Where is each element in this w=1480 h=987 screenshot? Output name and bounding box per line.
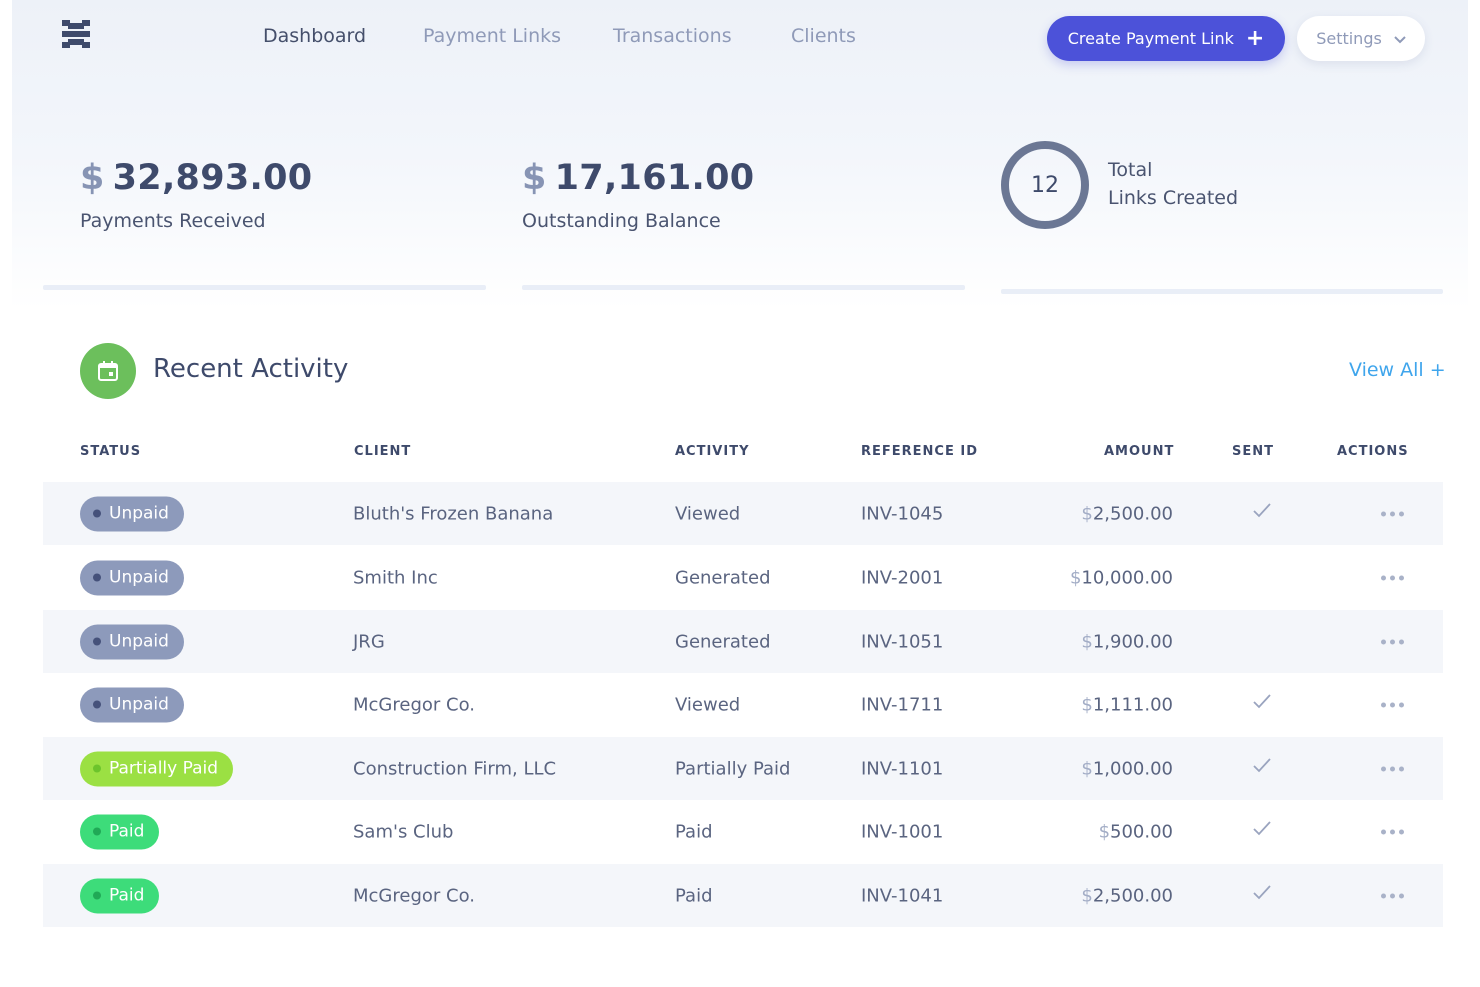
create-payment-link-label: Create Payment Link [1067,29,1234,48]
column-header-reference-id[interactable]: REFERENCE ID [861,444,978,459]
check-icon [1252,884,1272,904]
table-row[interactable]: Unpaid Bluth's Frozen Banana Viewed INV-… [43,482,1443,545]
more-dots-icon[interactable] [1381,575,1404,580]
column-header-amount[interactable]: AMOUNT [1104,444,1175,459]
view-all-link[interactable]: View All + [1349,359,1446,381]
activity-text: Viewed [675,694,741,715]
table-row[interactable]: Unpaid McGregor Co. Viewed INV-1711 $1,1… [43,673,1443,736]
nav-payment-links[interactable]: Payment Links [423,25,562,47]
app-logo-icon[interactable] [62,20,90,48]
more-dots-icon[interactable] [1381,766,1404,771]
more-dots-icon[interactable] [1381,829,1404,834]
column-header-activity[interactable]: ACTIVITY [675,444,750,459]
activity-text: Paid [675,885,713,906]
column-header-status[interactable]: STATUS [80,444,142,459]
status-badge: Unpaid [80,687,184,722]
status-badge: Unpaid [80,560,184,595]
column-header-actions[interactable]: ACTIONS [1337,444,1409,459]
client-name[interactable]: JRG [353,631,385,652]
activity-text: Viewed [675,503,741,524]
amount: $1,900.00 [1081,631,1173,652]
reference-id[interactable]: INV-1711 [861,694,944,715]
amount: $1,000.00 [1081,758,1173,779]
divider [1001,289,1443,294]
status-badge: Partially Paid [80,751,234,786]
client-name[interactable]: Sam's Club [353,821,454,842]
more-dots-icon[interactable] [1381,511,1404,516]
recent-activity-title: Recent Activity [153,354,349,384]
check-icon [1252,693,1272,713]
payments-received-stat: $32,893.00 Payments Received [80,158,312,232]
divider [43,285,486,290]
activity-text: Generated [675,567,771,588]
outstanding-balance-label: Outstanding Balance [522,210,721,232]
divider [522,285,965,290]
links-created-label: Total Links Created [1108,159,1239,209]
create-payment-link-button[interactable]: Create Payment Link + [1047,16,1285,61]
more-dots-icon[interactable] [1381,702,1404,707]
outstanding-balance-amount: $17,161.00 [522,158,755,198]
amount: $10,000.00 [1069,567,1173,588]
client-name[interactable]: McGregor Co. [353,694,476,715]
amount: $500.00 [1098,821,1173,842]
settings-label: Settings [1316,29,1382,48]
reference-id[interactable]: INV-1101 [861,758,944,779]
reference-id[interactable]: INV-2001 [861,567,944,588]
calendar-icon [80,343,136,399]
check-icon [1252,502,1272,522]
table-row[interactable]: Paid Sam's Club Paid INV-1001 $500.00 [43,800,1443,863]
activity-text: Partially Paid [675,758,791,779]
reference-id[interactable]: INV-1051 [861,631,944,652]
check-icon [1252,757,1272,777]
reference-id[interactable]: INV-1001 [861,821,944,842]
client-name[interactable]: McGregor Co. [353,885,476,906]
more-dots-icon[interactable] [1381,639,1404,644]
more-dots-icon[interactable] [1381,893,1404,898]
column-header-client[interactable]: CLIENT [354,444,412,459]
payments-received-amount: $32,893.00 [80,158,313,198]
amount: $1,111.00 [1081,694,1173,715]
client-name[interactable]: Construction Firm, LLC [353,758,557,779]
client-name[interactable]: Smith Inc [353,567,438,588]
outstanding-balance-stat: $17,161.00 Outstanding Balance [522,158,754,232]
amount: $2,500.00 [1081,885,1173,906]
links-count: 12 [1031,172,1059,198]
activity-text: Paid [675,821,713,842]
table-row[interactable]: Partially Paid Construction Firm, LLC Pa… [43,737,1443,800]
status-badge: Unpaid [80,624,184,659]
nav-transactions[interactable]: Transactions [613,25,732,47]
activity-text: Generated [675,631,771,652]
links-count-ring: 12 [1001,141,1089,229]
column-header-sent[interactable]: SENT [1232,444,1274,459]
payments-received-label: Payments Received [80,210,266,232]
table-row[interactable]: Paid McGregor Co. Paid INV-1041 $2,500.0… [43,864,1443,927]
amount: $2,500.00 [1081,503,1173,524]
plus-icon: + [1245,25,1265,51]
client-name[interactable]: Bluth's Frozen Banana [353,503,554,524]
nav-dashboard[interactable]: Dashboard [263,25,367,47]
table-row[interactable]: Unpaid Smith Inc Generated INV-2001 $10,… [43,546,1443,609]
nav-clients[interactable]: Clients [791,25,856,47]
settings-dropdown[interactable]: Settings [1297,16,1425,61]
reference-id[interactable]: INV-1041 [861,885,944,906]
status-badge: Unpaid [80,496,184,531]
status-badge: Paid [80,814,160,849]
chevron-down-icon [1394,29,1406,48]
table-row[interactable]: Unpaid JRG Generated INV-1051 $1,900.00 [43,610,1443,673]
reference-id[interactable]: INV-1045 [861,503,944,524]
check-icon [1252,820,1272,840]
status-badge: Paid [80,878,160,913]
